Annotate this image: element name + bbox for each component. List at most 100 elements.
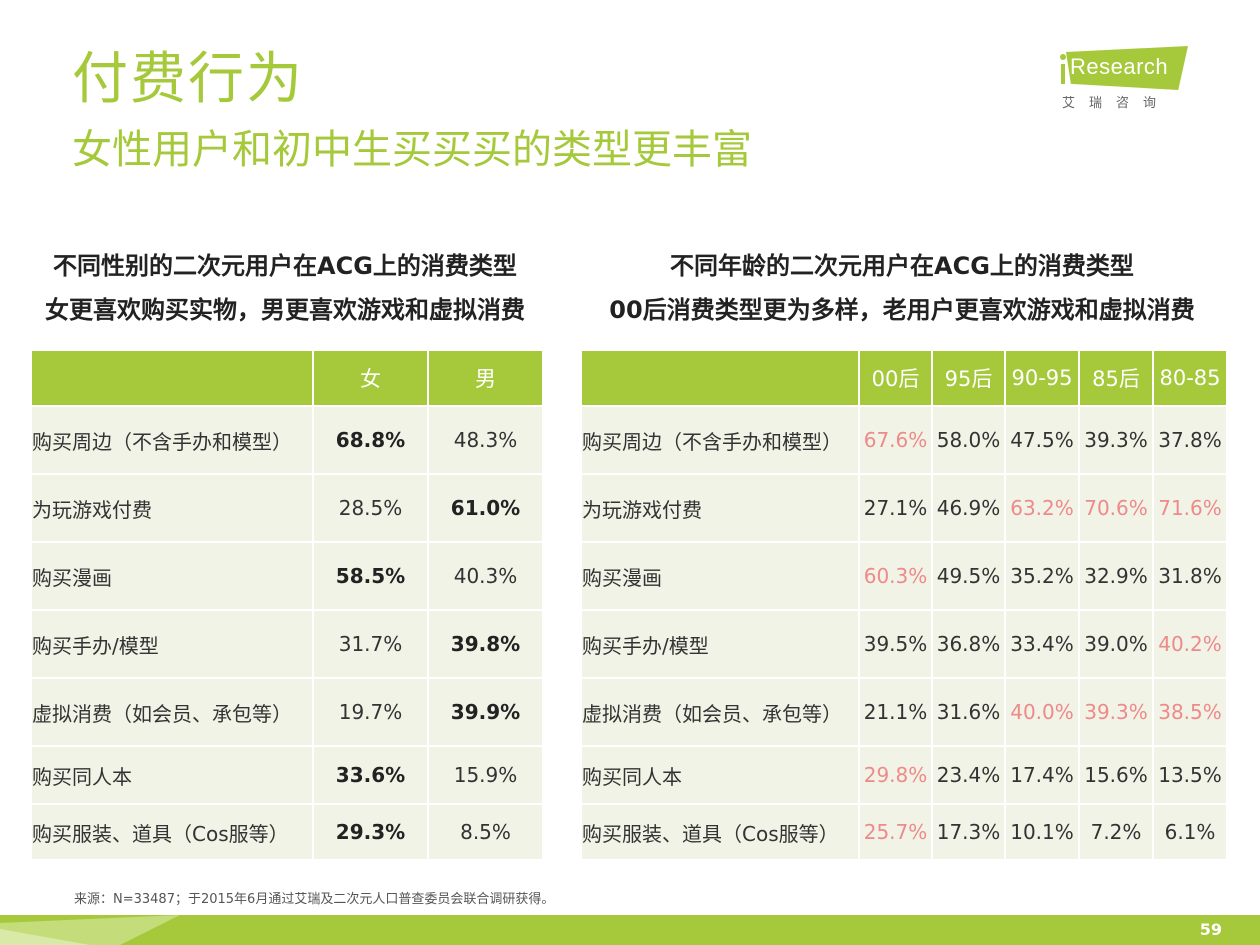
- value-cell: 58.5%: [312, 541, 429, 611]
- value-cell: 39.3%: [1078, 677, 1154, 747]
- left-title-line1: 不同性别的二次元用户在ACG上的消费类型: [53, 252, 517, 280]
- table-row: 虚拟消费（如会员、承包等） 21.1% 31.6% 40.0% 39.3% 38.5%: [580, 677, 1228, 747]
- table-row: 购买同人本 33.6% 15.9%: [30, 745, 544, 805]
- table-row: 为玩游戏付费 28.5% 61.0%: [30, 473, 544, 543]
- right-title-line1: 不同年龄的二次元用户在ACG上的消费类型: [670, 252, 1134, 280]
- value-cell: 29.8%: [858, 745, 933, 805]
- left-header-2: 男: [427, 349, 544, 407]
- value-cell: 32.9%: [1078, 541, 1154, 611]
- table-row: 虚拟消费（如会员、承包等） 19.7% 39.9%: [30, 677, 544, 747]
- value-cell: 48.3%: [427, 405, 544, 475]
- gender-consumption-table: 女男 购买周边（不含手办和模型） 68.8% 48.3% 为玩游戏付费 28.5% 61.…: [30, 349, 544, 861]
- age-consumption-table: 00后 95后 90-95 85后 80-85 购买周边（不含手办和模型） 67.6% 58…: [580, 349, 1228, 861]
- row-label: 虚拟消费（如会员、承包等）: [30, 677, 314, 747]
- right-header-5: 80-85: [1152, 349, 1228, 407]
- row-label: 虚拟消费（如会员、承包等）: [580, 677, 860, 747]
- row-label: 购买手办/模型: [30, 609, 314, 679]
- value-cell: 46.9%: [931, 473, 1006, 543]
- row-label: 购买漫画: [30, 541, 314, 611]
- table-row: 购买同人本 29.8% 23.4% 17.4% 15.6% 13.5%: [580, 745, 1228, 805]
- value-cell: 17.4%: [1004, 745, 1080, 805]
- value-cell: 27.1%: [858, 473, 933, 543]
- left-title-line2: 女更喜欢购买实物，男更喜欢游戏和虚拟消费: [45, 296, 525, 324]
- value-cell: 28.5%: [312, 473, 429, 543]
- value-cell: 63.2%: [1004, 473, 1080, 543]
- value-cell: 39.3%: [1078, 405, 1154, 475]
- logo-badge: [1066, 46, 1188, 90]
- value-cell: 33.4%: [1004, 609, 1080, 679]
- left-section-title: 不同性别的二次元用户在ACG上的消费类型 女更喜欢购买实物，男更喜欢游戏和虚拟消…: [30, 252, 540, 324]
- value-cell: 7.2%: [1078, 803, 1154, 861]
- value-cell: 37.8%: [1152, 405, 1228, 475]
- value-cell: 29.3%: [312, 803, 429, 861]
- value-cell: 39.0%: [1078, 609, 1154, 679]
- row-label: 购买服装、道具（Cos服等）: [30, 803, 314, 861]
- value-cell: 23.4%: [931, 745, 1006, 805]
- row-label: 购买漫画: [580, 541, 860, 611]
- left-header-0: [30, 349, 314, 407]
- value-cell: 40.0%: [1004, 677, 1080, 747]
- row-label: 购买同人本: [580, 745, 860, 805]
- page-subtitle: 女性用户和初中生买买买的类型更丰富: [72, 127, 752, 173]
- right-header-3: 90-95: [1004, 349, 1080, 407]
- table-row: 购买手办/模型 39.5% 36.8% 33.4% 39.0% 40.2%: [580, 609, 1228, 679]
- value-cell: 40.3%: [427, 541, 544, 611]
- logo-cn: 艾瑞咨询: [1062, 96, 1171, 111]
- table-row: 购买服装、道具（Cos服等） 25.7% 17.3% 10.1% 7.2% 6.1%: [580, 803, 1228, 861]
- value-cell: 39.9%: [427, 677, 544, 747]
- value-cell: 19.7%: [312, 677, 429, 747]
- table-row: 购买周边（不含手办和模型） 67.6% 58.0% 47.5% 39.3% 37.8%: [580, 405, 1228, 475]
- value-cell: 60.3%: [858, 541, 933, 611]
- value-cell: 31.7%: [312, 609, 429, 679]
- value-cell: 39.5%: [858, 609, 933, 679]
- value-cell: 36.8%: [931, 609, 1006, 679]
- row-label: 为玩游戏付费: [580, 473, 860, 543]
- value-cell: 68.8%: [312, 405, 429, 475]
- value-cell: 31.6%: [931, 677, 1006, 747]
- right-header-4: 85后: [1078, 349, 1154, 407]
- table-row: 购买手办/模型 31.7% 39.8%: [30, 609, 544, 679]
- table-row: 购买周边（不含手办和模型） 68.8% 48.3%: [30, 405, 544, 475]
- row-label: 为玩游戏付费: [30, 473, 314, 543]
- value-cell: 15.6%: [1078, 745, 1154, 805]
- logo-i-mark: [1058, 54, 1070, 84]
- row-label: 购买周边（不含手办和模型）: [580, 405, 860, 475]
- value-cell: 6.1%: [1152, 803, 1228, 861]
- value-cell: 25.7%: [858, 803, 933, 861]
- row-label: 购买周边（不含手办和模型）: [30, 405, 314, 475]
- page-number: 59: [1199, 920, 1222, 939]
- right-header-1: 00后: [858, 349, 933, 407]
- iresearch-logo: Research 艾瑞咨询: [1058, 46, 1192, 112]
- value-cell: 39.8%: [427, 609, 544, 679]
- footer-bar: [0, 915, 1260, 945]
- page-title: 付费行为: [72, 47, 304, 112]
- value-cell: 58.0%: [931, 405, 1006, 475]
- table-row: 购买漫画 60.3% 49.5% 35.2% 32.9% 31.8%: [580, 541, 1228, 611]
- table-row: 购买服装、道具（Cos服等） 29.3% 8.5%: [30, 803, 544, 861]
- value-cell: 61.0%: [427, 473, 544, 543]
- right-title-line2: 00后消费类型更为多样，老用户更喜欢游戏和虚拟消费: [609, 296, 1195, 324]
- value-cell: 33.6%: [312, 745, 429, 805]
- value-cell: 38.5%: [1152, 677, 1228, 747]
- value-cell: 10.1%: [1004, 803, 1080, 861]
- value-cell: 71.6%: [1152, 473, 1228, 543]
- value-cell: 8.5%: [427, 803, 544, 861]
- value-cell: 17.3%: [931, 803, 1006, 861]
- table-row: 为玩游戏付费 27.1% 46.9% 63.2% 70.6% 71.6%: [580, 473, 1228, 543]
- logo-text: Research: [1070, 54, 1169, 79]
- source-note: 来源：N=33487；于2015年6月通过艾瑞及二次元人口普查委员会联合调研获得…: [74, 892, 555, 907]
- value-cell: 15.9%: [427, 745, 544, 805]
- table-row: 购买漫画 58.5% 40.3%: [30, 541, 544, 611]
- row-label: 购买服装、道具（Cos服等）: [580, 803, 860, 861]
- row-label: 购买手办/模型: [580, 609, 860, 679]
- row-label: 购买同人本: [30, 745, 314, 805]
- value-cell: 49.5%: [931, 541, 1006, 611]
- value-cell: 40.2%: [1152, 609, 1228, 679]
- value-cell: 31.8%: [1152, 541, 1228, 611]
- value-cell: 21.1%: [858, 677, 933, 747]
- value-cell: 67.6%: [858, 405, 933, 475]
- right-header-2: 95后: [931, 349, 1006, 407]
- left-header-1: 女: [312, 349, 429, 407]
- value-cell: 35.2%: [1004, 541, 1080, 611]
- right-header-0: [580, 349, 860, 407]
